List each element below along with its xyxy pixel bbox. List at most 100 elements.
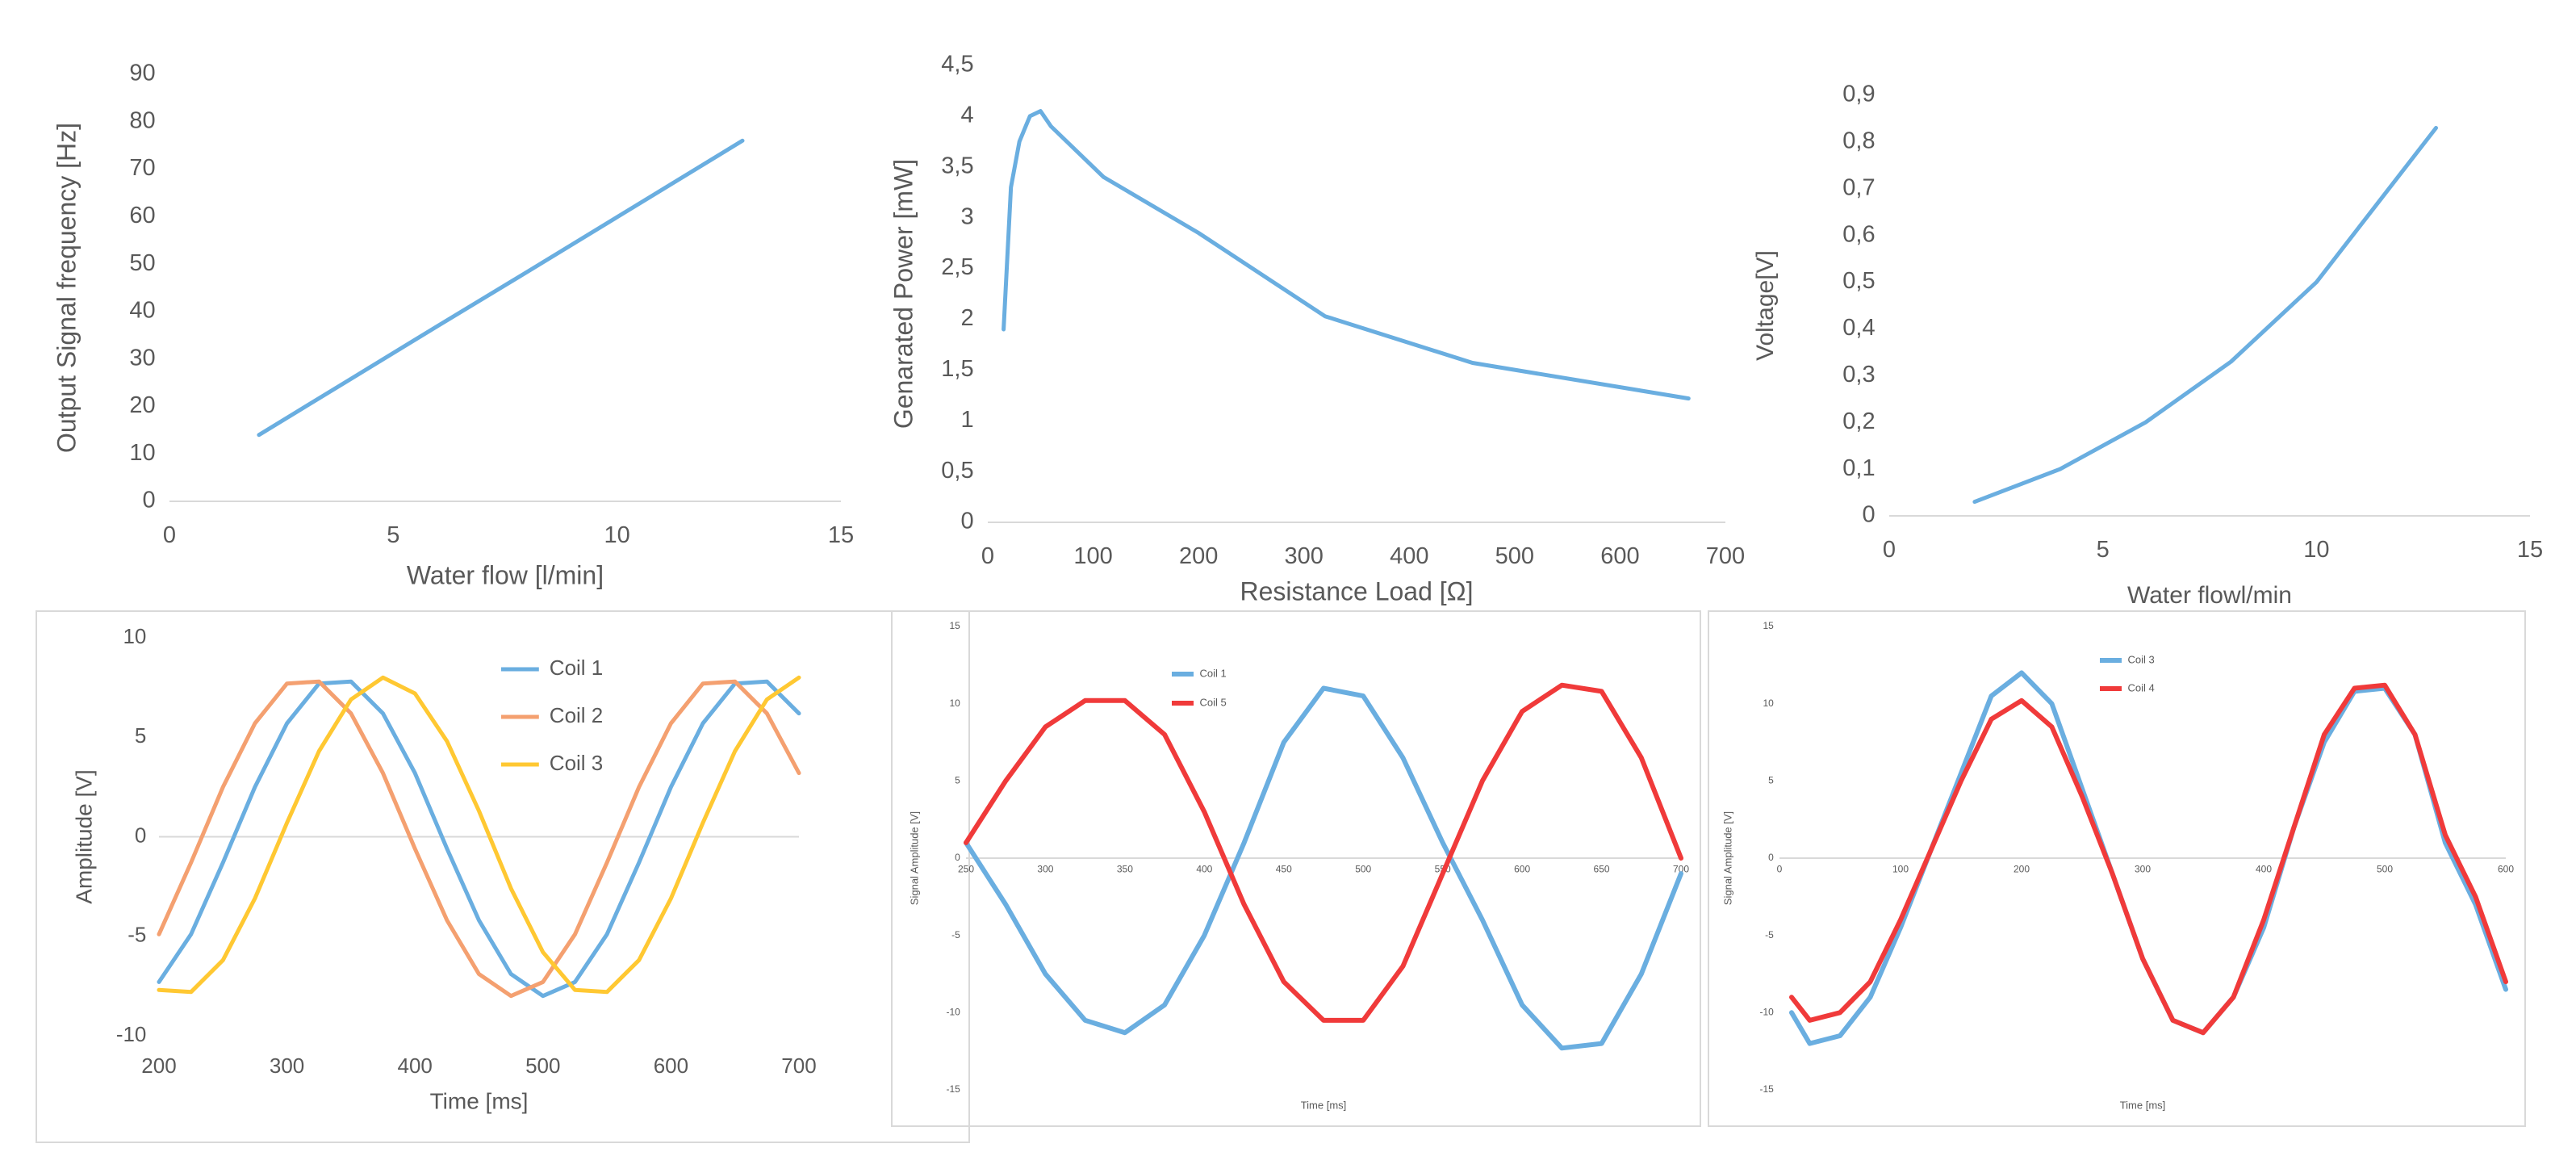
y-tick-label: -5	[951, 929, 960, 940]
x-tick-label: 200	[1179, 543, 1218, 569]
x-tick-label: 0	[163, 522, 176, 548]
y-tick-label: -15	[946, 1083, 960, 1095]
x-tick-label: 0	[1777, 864, 1783, 875]
y-tick-label: 30	[129, 345, 155, 371]
y-tick-label: 10	[949, 698, 960, 709]
y-tick-label: 5	[135, 723, 146, 748]
x-tick-label: 5	[2097, 537, 2110, 563]
legend-label: Coil 1	[550, 656, 603, 680]
y-axis-title: Signal Amplitude [V]	[908, 811, 920, 905]
y-tick-label: 0,4	[1842, 315, 1875, 341]
x-tick-label: 500	[1355, 864, 1371, 875]
data-line	[257, 138, 745, 438]
x-tick-label: 600	[654, 1054, 688, 1078]
legend-label: Coil 2	[550, 703, 603, 727]
y-tick-label: 3	[960, 203, 973, 229]
y-tick-label: 0	[955, 852, 960, 863]
x-tick-label: 0	[1883, 537, 1896, 563]
x-tick-label: 700	[1673, 864, 1689, 875]
y-tick-label: 50	[129, 250, 155, 276]
data-line	[964, 685, 1683, 1051]
x-tick-label: 15	[828, 522, 854, 548]
x-tick-label: 700	[1706, 543, 1745, 569]
x-tick-label: 600	[2498, 864, 2514, 875]
y-tick-label: 5	[955, 775, 960, 786]
y-tick-label: -15	[1759, 1083, 1774, 1095]
x-tick-label: 0	[981, 543, 994, 569]
x-tick-label: 300	[1285, 543, 1324, 569]
y-tick-label: 0,7	[1842, 174, 1875, 200]
data-line	[1972, 126, 2438, 505]
x-tick-label: 700	[781, 1054, 816, 1078]
x-axis-title: Time [ms]	[2120, 1099, 2166, 1111]
y-tick-label: -5	[128, 923, 146, 947]
x-tick-label: 10	[604, 522, 630, 548]
y-tick-label: 10	[129, 440, 155, 466]
y-tick-label: 0	[142, 488, 155, 513]
y-tick-label: 5	[1768, 775, 1774, 786]
y-tick-label: 0,2	[1842, 408, 1875, 434]
x-tick-label: 250	[958, 864, 974, 875]
y-tick-label: 0,8	[1842, 128, 1875, 154]
x-tick-label: 300	[2135, 864, 2151, 875]
panel-frame	[36, 610, 970, 1143]
x-tick-label: 650	[1594, 864, 1610, 875]
x-tick-label: 200	[141, 1054, 176, 1078]
x-tick-label: 10	[2303, 537, 2329, 563]
x-tick-label: 200	[2014, 864, 2030, 875]
y-tick-label: 60	[129, 203, 155, 228]
y-tick-label: 80	[129, 107, 155, 133]
data-line	[1002, 109, 1691, 401]
x-tick-label: 15	[2517, 537, 2543, 563]
y-tick-label: 15	[1763, 620, 1774, 631]
y-tick-label: 10	[123, 624, 146, 648]
x-axis-title: Water flowl/min	[2127, 582, 2292, 609]
x-tick-label: 600	[1514, 864, 1530, 875]
y-tick-label: 0,9	[1842, 82, 1875, 107]
y-tick-label: 40	[129, 298, 155, 324]
y-tick-label: 0,6	[1842, 221, 1875, 247]
x-tick-label: 400	[1390, 543, 1428, 569]
y-tick-label: -10	[1759, 1007, 1774, 1018]
y-tick-label: -10	[116, 1022, 147, 1046]
data-line	[157, 675, 801, 995]
x-tick-label: 100	[1073, 543, 1112, 569]
y-tick-label: 20	[129, 392, 155, 418]
x-tick-label: 400	[398, 1054, 433, 1078]
data-line	[157, 679, 801, 999]
x-tick-label: 500	[1495, 543, 1534, 569]
data-line	[964, 682, 1683, 1023]
y-axis-title: Genarated Power [mW]	[889, 159, 918, 429]
y-tick-label: 1	[960, 407, 973, 433]
y-tick-label: 15	[949, 620, 960, 631]
x-tick-label: 500	[2377, 864, 2393, 875]
y-tick-label: 90	[129, 61, 155, 86]
x-axis-title: Time [ms]	[1301, 1099, 1347, 1111]
y-tick-label: 4,5	[941, 52, 973, 78]
y-tick-label: 0	[135, 823, 146, 847]
x-tick-label: 400	[1196, 864, 1212, 875]
y-axis-title: Signal Amplitude [V]	[1721, 811, 1733, 905]
x-tick-label: 350	[1117, 864, 1133, 875]
y-tick-label: 10	[1763, 698, 1774, 709]
y-axis-title: Output Signal frequency [Hz]	[52, 123, 81, 453]
x-tick-label: 450	[1276, 864, 1292, 875]
y-tick-label: -10	[946, 1007, 960, 1018]
y-tick-label: 0,3	[1842, 362, 1875, 388]
legend-label: Coil 5	[1200, 696, 1227, 708]
x-axis-title: Water flow [l/min]	[407, 560, 604, 589]
legend-label: Coil 3	[2128, 653, 2155, 665]
y-tick-label: 0	[1768, 852, 1774, 863]
x-tick-label: 300	[270, 1054, 304, 1078]
panel-frame	[1708, 610, 2526, 1127]
y-tick-label: 0	[1862, 502, 1875, 528]
panel-frame	[891, 610, 1701, 1127]
legend-label: Coil 1	[1200, 667, 1227, 679]
y-tick-label: 0,5	[1842, 268, 1875, 294]
x-tick-label: 300	[1037, 864, 1053, 875]
data-line	[157, 679, 801, 999]
y-tick-label: 70	[129, 155, 155, 181]
x-tick-label: 100	[1892, 864, 1909, 875]
legend-label: Coil 4	[2128, 681, 2155, 693]
x-tick-label: 600	[1600, 543, 1639, 569]
